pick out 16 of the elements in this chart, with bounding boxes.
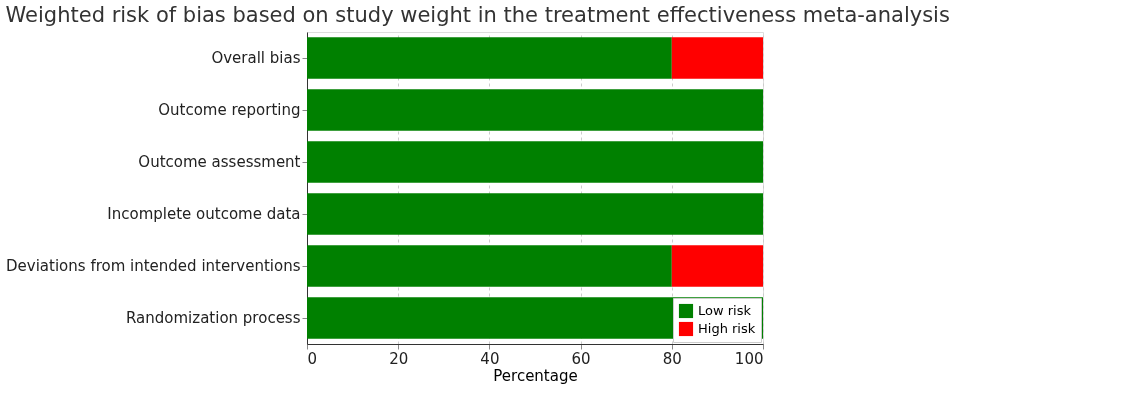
x-tick-label: 60 [571,349,591,368]
y-tick-label: Overall bias [211,49,301,67]
y-tick-label: Randomization process [126,309,301,327]
chart-title: Weighted risk of bias based on study weight in the treatment effectiveness meta-analysis [5,3,950,27]
x-tick-label: 100 [734,349,764,368]
y-tick-label: Incomplete outcome data [107,205,301,223]
legend-label: Low risk [698,303,752,318]
x-axis-title: Percentage [493,366,578,385]
legend-label: High risk [698,321,756,336]
x-tick-label: 40 [480,349,500,368]
y-tick-label: Outcome reporting [158,101,301,119]
y-tick-label: Deviations from intended interventions [6,257,301,275]
x-tick-label: 20 [389,349,409,368]
x-tick-label: 0 [307,349,318,368]
x-tick-label: 80 [662,349,682,368]
y-tick-label: Outcome assessment [138,153,301,171]
